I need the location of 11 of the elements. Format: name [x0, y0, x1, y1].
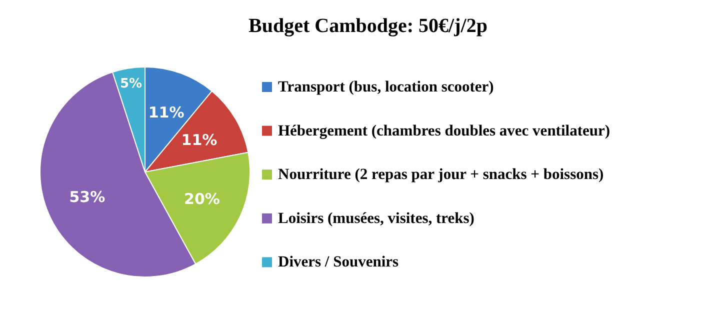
legend-label: Nourriture (2 repas par jour + snacks + boissons) — [278, 166, 604, 184]
data-label: 5% — [120, 76, 142, 92]
legend-label: Loisirs (musées, visites, treks) — [278, 210, 474, 227]
data-label: 11% — [148, 104, 184, 122]
chart-title: Budget Cambodge: 50€/j/2p — [248, 15, 488, 37]
data-label: 11% — [181, 130, 218, 149]
legend-label: Hébergement (chambres doubles avec ventilateur) — [278, 122, 610, 140]
data-label: 53% — [69, 188, 106, 206]
data-label: 20% — [184, 190, 220, 208]
legend-label: Transport (bus, location scooter) — [278, 78, 494, 96]
legend-label: Divers / Souvenirs — [278, 254, 399, 271]
